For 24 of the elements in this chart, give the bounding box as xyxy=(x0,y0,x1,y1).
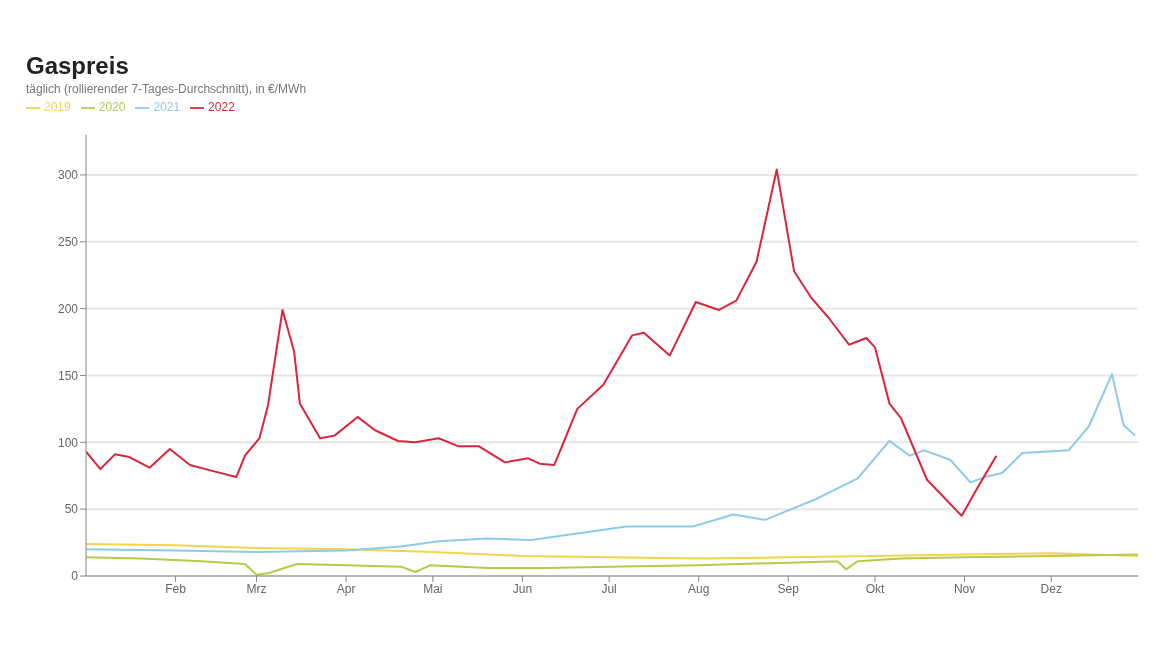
y-tick-label: 300 xyxy=(57,168,79,183)
x-tick-label: Feb xyxy=(165,581,187,596)
y-tick-label: 150 xyxy=(57,368,79,383)
x-tick-label: Sep xyxy=(777,581,800,596)
legend-label: 2020 xyxy=(98,100,126,114)
x-tick-label: Jul xyxy=(601,581,617,596)
x-tick-label: Mrz xyxy=(246,581,267,596)
legend-label: 2022 xyxy=(208,100,235,114)
y-tick-label: 100 xyxy=(57,435,79,450)
y-tick-label: 250 xyxy=(57,235,79,250)
x-tick-label: Apr xyxy=(336,581,356,596)
chart-title: Gaspreis xyxy=(26,52,129,79)
x-tick-label: Jun xyxy=(512,581,533,596)
legend-label: 2021 xyxy=(153,100,181,114)
x-tick-label: Mai xyxy=(423,581,443,596)
x-tick-label: Nov xyxy=(953,581,976,596)
y-tick-label: 50 xyxy=(64,502,79,517)
y-tick-label: 200 xyxy=(57,301,79,316)
y-tick-label: 0 xyxy=(71,569,79,584)
x-tick-label: Aug xyxy=(688,581,710,596)
x-tick-label: Dez xyxy=(1040,581,1062,596)
x-tick-label: Okt xyxy=(865,581,885,596)
legend-label: 2019 xyxy=(44,100,71,114)
chart-subtitle: täglich (rollierender 7-Tages-Durchschnitt), in €/MWh xyxy=(26,82,307,96)
